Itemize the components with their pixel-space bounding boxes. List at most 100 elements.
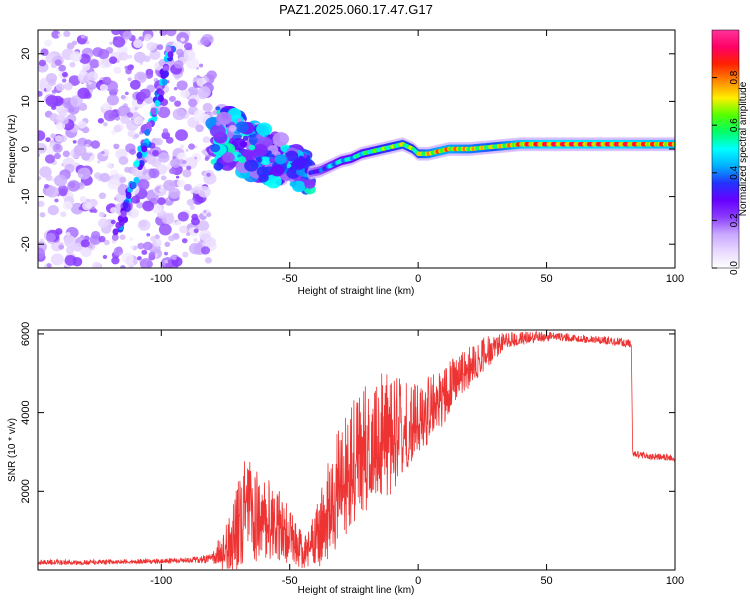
heatmap-cell [127, 64, 134, 71]
heatmap-cell [55, 114, 65, 123]
spectrogram-x-tick-label: -100 [150, 273, 172, 285]
heatmap-cell [154, 99, 161, 107]
heatmap-cell [189, 205, 196, 211]
colorbar-label: Normalized spectral amplitude [738, 81, 749, 216]
heatmap-cell [167, 51, 174, 59]
snr-x-tick-label: -100 [150, 575, 172, 587]
heatmap-cell [179, 225, 188, 234]
heatmap-cell [63, 30, 71, 38]
heatmap-cell [99, 83, 109, 92]
heatmap-cell [199, 229, 212, 241]
heatmap-cell [145, 71, 154, 79]
snr-panel: -100 -50 0 50 100 2000 4000 6000 Height of str… [7, 322, 684, 596]
heatmap-cell [184, 42, 193, 51]
heatmap-cell [165, 136, 174, 144]
heatmap-cell [62, 150, 70, 158]
heatmap-cell [266, 150, 272, 155]
heatmap-cell [61, 71, 68, 78]
heatmap-cell [73, 144, 87, 156]
heatmap-cell [118, 156, 129, 165]
snr-y-ticks: 2000 4000 6000 [20, 322, 675, 504]
heatmap-cell [99, 80, 103, 84]
heatmap-cell [45, 174, 53, 181]
heatmap-cell [54, 198, 59, 203]
heatmap-cell [57, 185, 69, 195]
spectrogram-y-tick-label: 10 [20, 95, 32, 107]
heatmap-cell [69, 61, 76, 68]
heatmap-cell [150, 107, 157, 115]
heatmap-cell [150, 236, 157, 242]
heatmap-cell [120, 210, 127, 218]
snr-frame [37, 329, 676, 571]
heatmap-cell [209, 124, 226, 138]
heatmap-cell [119, 176, 127, 183]
heatmap-cell [72, 242, 83, 252]
heatmap-cell [129, 148, 136, 155]
heatmap-cell [164, 241, 171, 248]
heatmap-cell [112, 233, 119, 241]
snr-x-ticks: -100 -50 0 50 100 [150, 330, 684, 587]
heatmap-cell [152, 30, 158, 33]
heatmap-cell [163, 251, 168, 256]
heatmap-cell [168, 168, 176, 175]
heatmap-cell [127, 208, 139, 219]
spectrogram-y-tick-label: -20 [20, 236, 32, 252]
heatmap-cell [53, 152, 61, 160]
snr-x-tick-label: -50 [282, 575, 298, 587]
heatmap-cell [168, 235, 175, 242]
heatmap-cell [172, 108, 186, 121]
heatmap-cell [285, 150, 299, 162]
heatmap-cell [188, 98, 198, 108]
spectrogram-x-tick-label: 100 [666, 273, 684, 285]
heatmap-cell [177, 211, 189, 222]
heatmap-cell [65, 246, 75, 254]
heatmap-cell [98, 192, 107, 200]
heatmap-cell [215, 106, 221, 111]
heatmap-cell [127, 261, 135, 268]
heatmap-cell [89, 59, 100, 69]
heatmap-cell [222, 152, 235, 163]
heatmap-cell [242, 135, 249, 141]
heatmap-cell [173, 86, 178, 91]
heatmap-cell [55, 83, 65, 92]
heatmap-cell [186, 198, 195, 206]
heatmap-cell [161, 213, 175, 225]
heatmap-cell [133, 176, 140, 184]
heatmap-cell [188, 143, 196, 150]
heatmap-cell [170, 157, 182, 168]
heatmap-cell [113, 143, 120, 150]
heatmap-cell [68, 75, 81, 86]
heatmap-cell [43, 184, 50, 189]
heatmap-cell [99, 172, 110, 183]
heatmap-cell [45, 232, 56, 243]
heatmap-marks [38, 30, 675, 268]
heatmap-cell [120, 265, 126, 268]
heatmap-cell [52, 143, 63, 153]
heatmap-cell [204, 257, 212, 264]
heatmap-cell [97, 160, 101, 164]
heatmap-cell [110, 207, 117, 214]
heatmap-cell [179, 144, 185, 149]
heatmap-cell [133, 39, 143, 48]
heatmap-cell [240, 141, 248, 148]
heatmap-cell [258, 173, 269, 183]
heatmap-cell [160, 175, 167, 181]
heatmap-cell [235, 121, 249, 133]
heatmap-cell [127, 211, 132, 216]
spectrogram-x-tick-label: 50 [540, 273, 552, 285]
heatmap-cell [180, 89, 190, 99]
heatmap-cell [91, 261, 102, 268]
heatmap-cell [206, 70, 217, 80]
heatmap-cell [206, 172, 211, 177]
spectrogram-x-ticks: -100 -50 0 50 100 [150, 30, 684, 285]
snr-x-label: Height of straight line (km) [298, 585, 415, 596]
heatmap-cell [136, 98, 143, 105]
heatmap-cell [110, 219, 116, 225]
heatmap-cell [46, 263, 52, 268]
heatmap-cell [139, 88, 151, 99]
heatmap-cell [139, 258, 153, 268]
heatmap-cell [202, 136, 211, 144]
heatmap-cell [45, 137, 51, 143]
